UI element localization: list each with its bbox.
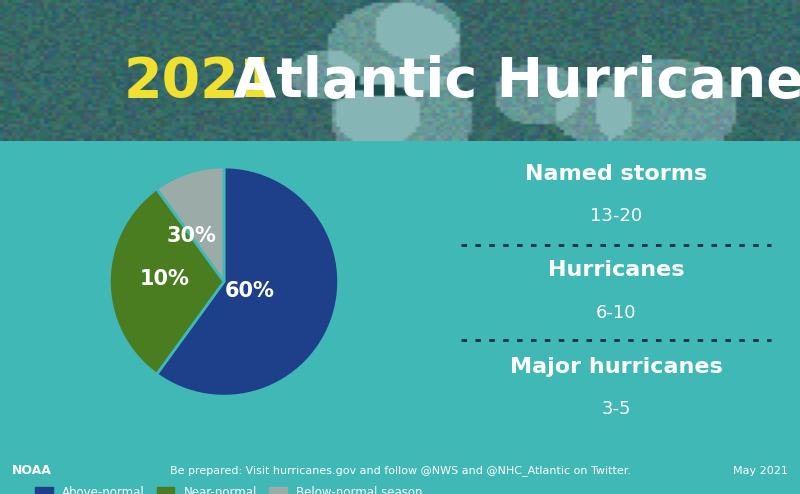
Text: NOAA: NOAA xyxy=(12,464,52,477)
Text: Atlantic Hurricane Season Outlook: Atlantic Hurricane Season Outlook xyxy=(214,55,800,109)
Text: 30%: 30% xyxy=(167,226,217,246)
Text: 10%: 10% xyxy=(139,269,190,289)
Legend: Above-normal, Near-normal, Below-normal season: Above-normal, Near-normal, Below-normal … xyxy=(35,486,422,494)
Wedge shape xyxy=(157,167,338,396)
Text: Named storms: Named storms xyxy=(525,164,707,184)
Text: 6-10: 6-10 xyxy=(596,303,636,322)
Text: Be prepared: Visit hurricanes.gov and follow @NWS and @NHC_Atlantic on Twitter.: Be prepared: Visit hurricanes.gov and fo… xyxy=(170,465,630,476)
Text: Major hurricanes: Major hurricanes xyxy=(510,357,722,377)
Text: May 2021: May 2021 xyxy=(733,465,788,476)
Text: 3-5: 3-5 xyxy=(602,400,630,418)
Text: 60%: 60% xyxy=(224,281,274,301)
Text: 13-20: 13-20 xyxy=(590,207,642,225)
Wedge shape xyxy=(157,167,224,282)
Text: Hurricanes: Hurricanes xyxy=(548,260,684,281)
Text: 2021: 2021 xyxy=(124,55,278,109)
Wedge shape xyxy=(110,189,224,374)
